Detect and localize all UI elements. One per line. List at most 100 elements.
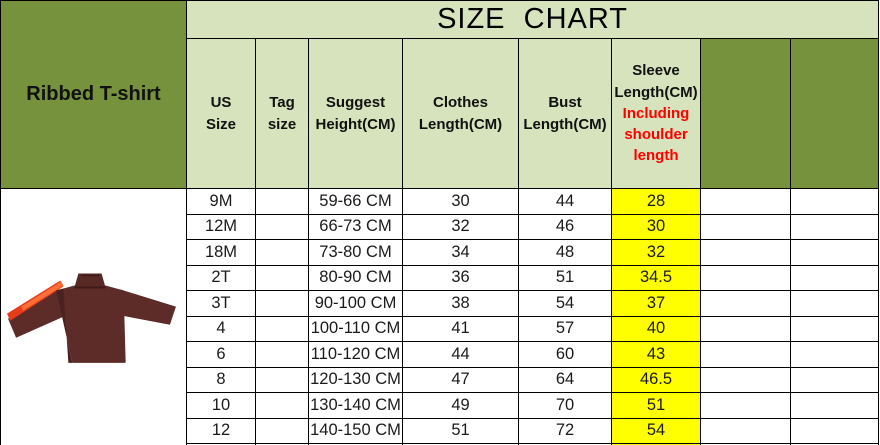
sleeve-length-cell: 32 bbox=[611, 239, 701, 266]
tag-size-cell bbox=[255, 239, 309, 266]
suggest-height-cell: 100-110 CM bbox=[308, 315, 403, 343]
sleeve-length-cell: 30 bbox=[611, 213, 701, 241]
tag-size-cell bbox=[255, 315, 309, 343]
column-header-empty-2 bbox=[789, 37, 880, 190]
clothes-length-cell: 47 bbox=[402, 366, 519, 394]
clothes-length-cell: 38 bbox=[402, 290, 519, 317]
column-header-empty-1 bbox=[700, 37, 791, 190]
sleeve-length-cell: 34.5 bbox=[611, 264, 701, 292]
table-row: 8 120-130 CM 47 64 46.5 bbox=[1, 366, 880, 394]
empty-cell bbox=[700, 315, 791, 343]
us-size-cell: 10 bbox=[186, 392, 256, 419]
suggest-height-cell: 73-80 CM bbox=[308, 239, 403, 266]
bust-length-cell: 70 bbox=[518, 392, 612, 419]
clothes-length-cell: 49 bbox=[402, 392, 519, 419]
table-row: 18M 73-80 CM 34 48 32 bbox=[1, 239, 880, 266]
column-header-suggest-height: Suggest Height(CM) bbox=[308, 37, 403, 190]
empty-cell bbox=[700, 264, 791, 292]
table-row: 9M 59-66 CM 30 44 28 bbox=[0, 188, 880, 445]
us-size-cell: 2T bbox=[186, 264, 256, 292]
table-row: 12M 66-73 CM 32 46 30 bbox=[1, 213, 880, 241]
tag-size-cell bbox=[255, 392, 309, 419]
column-header-clothes-length: Clothes Length(CM) bbox=[402, 37, 519, 190]
suggest-height-cell: 59-66 CM bbox=[308, 188, 403, 215]
size-chart-title: SIZE CHART bbox=[185, 0, 880, 39]
table-row: 4 100-110 CM 41 57 40 bbox=[1, 315, 880, 343]
empty-cell bbox=[789, 341, 880, 368]
clothes-length-cell: 36 bbox=[402, 264, 519, 292]
empty-cell bbox=[700, 188, 791, 215]
tag-size-cell bbox=[255, 417, 309, 445]
empty-cell bbox=[789, 443, 880, 445]
empty-cell bbox=[789, 213, 880, 241]
table-row: 14 150-160 CM 53 76 58.5 bbox=[1, 443, 880, 445]
empty-cell bbox=[789, 239, 880, 266]
clothes-length-cell: 44 bbox=[402, 341, 519, 368]
column-header-bust-length: Bust Length(CM) bbox=[518, 37, 612, 190]
tag-size-cell bbox=[255, 264, 309, 292]
us-size-cell: 9M bbox=[186, 188, 256, 215]
product-title: Ribbed T-shirt bbox=[26, 83, 161, 106]
empty-cell bbox=[700, 392, 791, 419]
us-size-cell: 18M bbox=[186, 239, 256, 266]
suggest-height-cell: 130-140 CM bbox=[308, 392, 403, 419]
empty-cell bbox=[789, 417, 880, 445]
clothes-length-cell: 51 bbox=[402, 417, 519, 445]
us-size-cell: 12M bbox=[186, 213, 256, 241]
sleeve-length-cell: 54 bbox=[611, 417, 701, 445]
clothes-length-cell: 32 bbox=[402, 213, 519, 241]
bust-length-cell: 46 bbox=[518, 213, 612, 241]
us-size-cell: 6 bbox=[186, 341, 256, 368]
column-header-sleeve-length: Sleeve Length(CM) Including shoulder len… bbox=[611, 37, 701, 190]
clothes-length-cell: 34 bbox=[402, 239, 519, 266]
table-row: 12 140-150 CM 51 72 54 bbox=[1, 417, 880, 445]
tag-size-cell bbox=[255, 366, 309, 394]
sleeve-length-cell: 37 bbox=[611, 290, 701, 317]
sleeve-length-cell: 46.5 bbox=[611, 366, 701, 394]
empty-cell bbox=[700, 366, 791, 394]
bust-length-cell: 44 bbox=[518, 188, 612, 215]
sleeve-length-cell: 51 bbox=[611, 392, 701, 419]
sleeve-length-cell: 40 bbox=[611, 315, 701, 343]
tag-size-cell bbox=[255, 188, 309, 215]
tag-size-cell bbox=[255, 213, 309, 241]
bust-length-cell: 60 bbox=[518, 341, 612, 368]
table-row: 2T 80-90 CM 36 51 34.5 bbox=[1, 264, 880, 292]
suggest-height-cell: 80-90 CM bbox=[308, 264, 403, 292]
bust-length-cell: 51 bbox=[518, 264, 612, 292]
suggest-height-cell: 66-73 CM bbox=[308, 213, 403, 241]
empty-cell bbox=[700, 341, 791, 368]
suggest-height-cell: 90-100 CM bbox=[308, 290, 403, 317]
tshirt-image bbox=[7, 273, 176, 364]
sleeve-length-note: Including shoulder length bbox=[622, 104, 690, 165]
table-row: 6 110-120 CM 44 60 43 bbox=[1, 341, 880, 368]
empty-cell bbox=[700, 239, 791, 266]
bust-length-cell: 48 bbox=[518, 239, 612, 266]
clothes-length-cell: 30 bbox=[402, 188, 519, 215]
bust-length-cell: 72 bbox=[518, 417, 612, 445]
product-name-panel: Ribbed T-shirt bbox=[0, 0, 187, 190]
bust-length-cell: 64 bbox=[518, 366, 612, 394]
empty-cell bbox=[789, 315, 880, 343]
product-image-cell bbox=[0, 188, 187, 445]
tag-size-cell bbox=[255, 341, 309, 368]
suggest-height-cell: 110-120 CM bbox=[308, 341, 403, 368]
bust-length-cell: 54 bbox=[518, 290, 612, 317]
sleeve-length-cell: 28 bbox=[611, 188, 701, 215]
us-size-cell: 8 bbox=[186, 366, 256, 394]
empty-cell bbox=[789, 264, 880, 292]
tag-size-cell bbox=[255, 290, 309, 317]
empty-cell bbox=[700, 290, 791, 317]
suggest-height-cell: 140-150 CM bbox=[308, 417, 403, 445]
empty-cell bbox=[789, 392, 880, 419]
clothes-length-cell: 41 bbox=[402, 315, 519, 343]
empty-cell bbox=[789, 188, 880, 215]
sleeve-length-label: Sleeve Length(CM) bbox=[614, 62, 698, 101]
sleeve-length-cell: 43 bbox=[611, 341, 701, 368]
empty-cell bbox=[789, 290, 880, 317]
table-row: 10 130-140 CM 49 70 51 bbox=[1, 392, 880, 419]
empty-cell bbox=[789, 366, 880, 394]
column-header-tag-size: Tag size bbox=[255, 37, 309, 190]
empty-cell bbox=[700, 213, 791, 241]
